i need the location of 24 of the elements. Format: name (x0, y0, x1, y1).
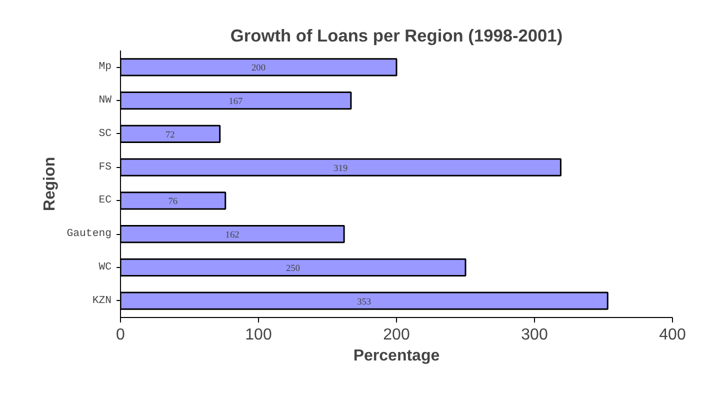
x-tick-label: 400 (659, 326, 686, 344)
data-label: 250 (286, 264, 300, 274)
chart-title: Growth of Loans per Region (1998-2001) (230, 26, 563, 46)
y-tick-label: WC (98, 261, 112, 274)
y-tick-label: NW (98, 94, 112, 107)
data-label: 162 (225, 230, 240, 241)
data-label: 167 (228, 97, 244, 108)
y-tick-label: FS (98, 161, 112, 174)
data-label: 200 (252, 64, 266, 74)
x-tick-label: 100 (245, 326, 272, 344)
y-axis-title: Region (42, 156, 59, 212)
y-tick-label: Gauteng (66, 228, 112, 240)
y-tick-label: EC (98, 194, 112, 207)
x-axis-title: Percentage (353, 348, 440, 364)
y-tick-label: Mp (98, 61, 112, 74)
y-tick-label: KZN (92, 294, 112, 307)
data-label: 319 (334, 164, 348, 174)
x-tick-label: 200 (383, 326, 410, 344)
x-tick-label: 0 (116, 326, 126, 344)
data-label: 353 (357, 297, 372, 308)
data-label: 76 (168, 197, 178, 208)
data-label: 72 (166, 130, 176, 140)
x-tick-label: 300 (521, 326, 548, 344)
y-tick-label: SC (98, 128, 112, 140)
